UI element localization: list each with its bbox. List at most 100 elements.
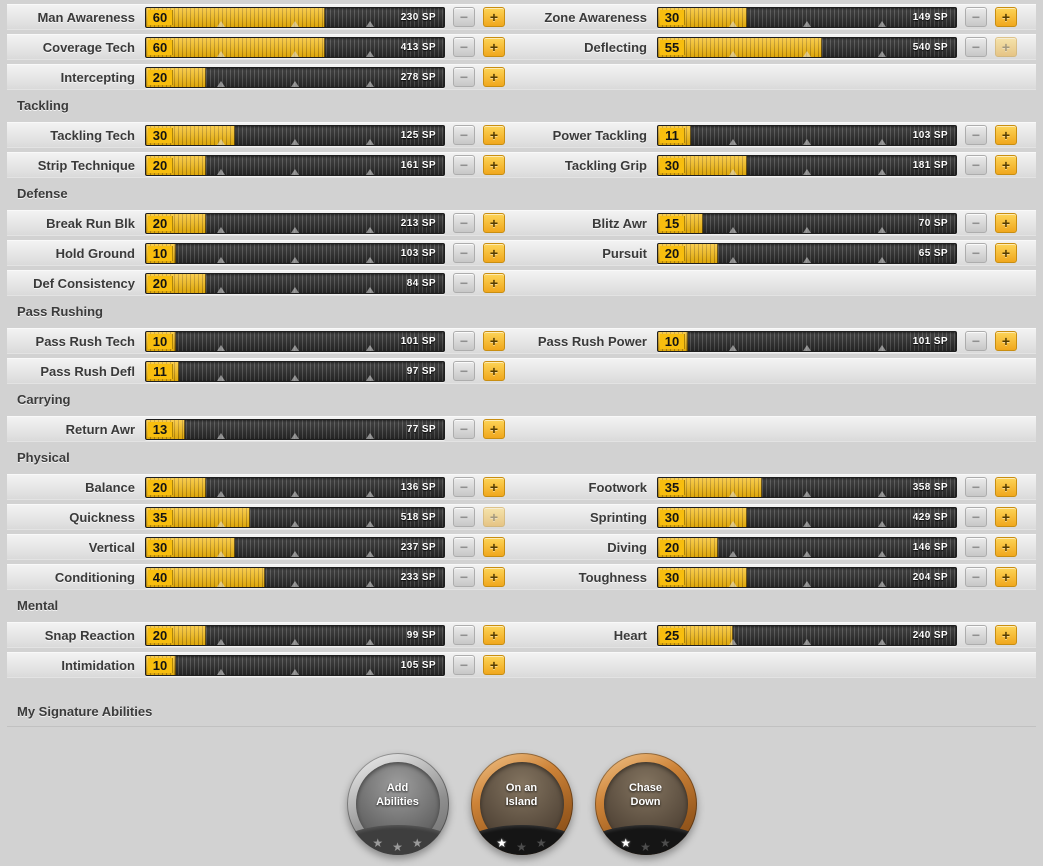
- bar-fill: [146, 37, 325, 57]
- decrease-button[interactable]: −: [453, 37, 475, 57]
- ability-badge[interactable]: Chase Down ★ ★ ★: [594, 753, 697, 855]
- increase-button[interactable]: +: [995, 537, 1017, 557]
- row-half: Zone Awareness 30 149 SP − +: [519, 6, 1031, 28]
- skill-progress-bar: 60 413 SP: [145, 36, 445, 58]
- increase-button[interactable]: +: [995, 155, 1017, 175]
- decrease-button[interactable]: −: [453, 243, 475, 263]
- bar-threshold-marker: [291, 226, 299, 233]
- ability-badge[interactable]: On an Island ★ ★ ★: [470, 753, 573, 855]
- row-half: Heart 25 240 SP − +: [519, 624, 1031, 646]
- skill-progress-bar: 30 125 SP: [145, 124, 445, 146]
- increase-button[interactable]: +: [483, 273, 505, 293]
- increase-button[interactable]: +: [995, 625, 1017, 645]
- increase-button[interactable]: +: [483, 477, 505, 497]
- skill-sp-cost: 358 SP: [912, 481, 948, 493]
- bar-threshold-marker: [216, 374, 225, 381]
- row-half: Footwork 35 358 SP − +: [519, 476, 1031, 498]
- decrease-button[interactable]: −: [453, 213, 475, 233]
- skill-progress-bar: 20 65 SP: [657, 242, 957, 264]
- decrease-button[interactable]: −: [453, 125, 475, 145]
- decrease-button[interactable]: −: [453, 67, 475, 87]
- increase-button[interactable]: +: [483, 243, 505, 263]
- decrease-button[interactable]: −: [453, 419, 475, 439]
- skill-sp-cost: 233 SP: [400, 571, 436, 583]
- increase-button[interactable]: +: [483, 537, 505, 557]
- skill-progress-bar: 20 213 SP: [145, 212, 445, 234]
- increase-button[interactable]: +: [995, 567, 1017, 587]
- bar-threshold-marker: [216, 580, 225, 587]
- decrease-button[interactable]: −: [453, 655, 475, 675]
- bar-threshold-marker: [365, 20, 374, 27]
- decrease-button[interactable]: −: [453, 625, 475, 645]
- increase-button[interactable]: +: [483, 331, 505, 351]
- skill-progress-bar: 20 146 SP: [657, 536, 957, 558]
- increase-button[interactable]: +: [483, 213, 505, 233]
- increase-button[interactable]: +: [483, 125, 505, 145]
- skill-progress-bar: 20 136 SP: [145, 476, 445, 498]
- skill-progress-bar: 10 105 SP: [145, 654, 445, 676]
- bar-threshold-marker: [803, 520, 811, 527]
- increase-button[interactable]: +: [483, 419, 505, 439]
- decrease-button[interactable]: −: [965, 537, 987, 557]
- decrease-button[interactable]: −: [965, 125, 987, 145]
- decrease-button[interactable]: −: [453, 507, 475, 527]
- increase-button[interactable]: +: [483, 567, 505, 587]
- increase-button[interactable]: +: [483, 655, 505, 675]
- skill-sp-cost: 70 SP: [918, 217, 948, 229]
- skill-section: Tackling Tackling Tech 30 125 SP − + Power Tac…: [7, 98, 1036, 178]
- skill-label: Pass Rush Power: [537, 333, 647, 349]
- decrease-button[interactable]: −: [965, 331, 987, 351]
- increase-button[interactable]: +: [995, 125, 1017, 145]
- badge-star-band: [594, 825, 697, 855]
- skill-sp-cost: 230 SP: [400, 11, 436, 23]
- increase-button[interactable]: +: [483, 361, 505, 381]
- decrease-button[interactable]: −: [453, 537, 475, 557]
- decrease-button[interactable]: −: [453, 567, 475, 587]
- decrease-button[interactable]: −: [965, 625, 987, 645]
- increase-button[interactable]: +: [483, 155, 505, 175]
- skill-sp-cost: 103 SP: [400, 247, 436, 259]
- star-icon: ★: [620, 836, 632, 850]
- skill-sp-cost: 99 SP: [406, 629, 436, 641]
- badge-star-band: [470, 825, 573, 855]
- increase-button[interactable]: +: [483, 625, 505, 645]
- decrease-button[interactable]: −: [453, 477, 475, 497]
- decrease-button[interactable]: −: [965, 477, 987, 497]
- decrease-button[interactable]: −: [965, 37, 987, 57]
- skill-progress-bar: 30 149 SP: [657, 6, 957, 28]
- decrease-button[interactable]: −: [965, 507, 987, 527]
- bar-threshold-marker: [728, 490, 737, 497]
- increase-button[interactable]: +: [995, 477, 1017, 497]
- decrease-button[interactable]: −: [965, 7, 987, 27]
- increase-button[interactable]: +: [995, 37, 1017, 57]
- increase-button[interactable]: +: [483, 7, 505, 27]
- decrease-button[interactable]: −: [453, 361, 475, 381]
- row-half: Toughness 30 204 SP − +: [519, 566, 1031, 588]
- decrease-button[interactable]: −: [965, 567, 987, 587]
- decrease-button[interactable]: −: [965, 213, 987, 233]
- increase-button[interactable]: +: [995, 213, 1017, 233]
- ability-badge[interactable]: Add Abilities ★ ★ ★: [346, 753, 449, 855]
- skill-label: Return Awr: [65, 421, 135, 437]
- bar-threshold-marker: [291, 374, 299, 381]
- increase-button[interactable]: +: [995, 243, 1017, 263]
- increase-button[interactable]: +: [483, 37, 505, 57]
- bar-threshold-marker: [216, 344, 225, 351]
- decrease-button[interactable]: −: [453, 273, 475, 293]
- increase-button[interactable]: +: [995, 331, 1017, 351]
- skill-section: Pass Rushing Pass Rush Tech 10 101 SP − + Pass…: [7, 304, 1036, 384]
- increase-button[interactable]: +: [995, 7, 1017, 27]
- decrease-button[interactable]: −: [453, 331, 475, 351]
- skill-progress-bar: 11 97 SP: [145, 360, 445, 382]
- increase-button[interactable]: +: [483, 507, 505, 527]
- badge-stars: ★ ★ ★: [595, 836, 697, 853]
- row-half: Pursuit 20 65 SP − +: [519, 242, 1031, 264]
- decrease-button[interactable]: −: [965, 243, 987, 263]
- decrease-button[interactable]: −: [965, 155, 987, 175]
- increase-button[interactable]: +: [995, 507, 1017, 527]
- row-half: Pass Rush Tech 10 101 SP − +: [7, 330, 519, 352]
- decrease-button[interactable]: −: [453, 7, 475, 27]
- increase-button[interactable]: +: [483, 67, 505, 87]
- decrease-button[interactable]: −: [453, 155, 475, 175]
